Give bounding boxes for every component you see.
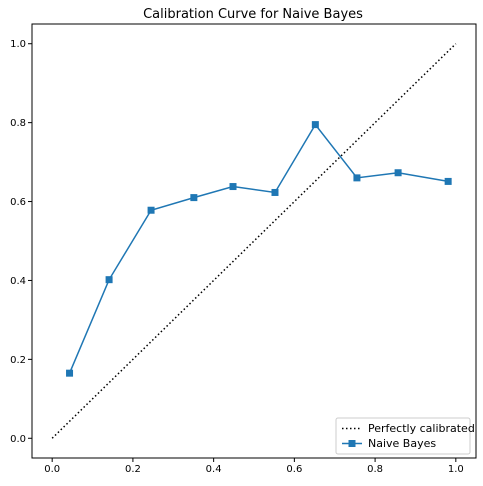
legend: Perfectly calibrated Naive Bayes — [335, 417, 475, 455]
legend-marker-naive-bayes — [348, 440, 356, 447]
data-point-naive-bayes — [105, 276, 113, 284]
data-point-naive-bayes — [311, 121, 319, 129]
y-tick-label: 1.0 — [10, 39, 26, 50]
y-tick-label: 0.0 — [10, 434, 26, 445]
data-point-naive-bayes — [229, 183, 237, 191]
x-tick-label: 0.4 — [206, 464, 222, 475]
data-point-naive-bayes — [444, 177, 452, 185]
series-line-perfectly-calibrated — [51, 43, 457, 439]
data-point-naive-bayes — [353, 174, 361, 182]
legend-label-perfectly-calibrated: Perfectly calibrated — [368, 422, 475, 435]
data-point-naive-bayes — [147, 206, 155, 214]
series-line-naive-bayes — [68, 123, 449, 374]
y-tick-label: 0.6 — [10, 197, 26, 208]
y-tick-label: 0.4 — [10, 276, 26, 287]
x-tick-label: 0.6 — [286, 464, 302, 475]
plot-frame — [31, 23, 477, 459]
y-tick-label: 0.8 — [10, 118, 26, 129]
x-tick-label: 0.8 — [367, 464, 383, 475]
data-point-naive-bayes — [66, 369, 74, 377]
y-tick-label: 0.2 — [10, 355, 26, 366]
axes-ticks: 0.0 0.2 0.4 0.6 0.8 1.0 0.0 0.2 0.4 0.6 0.8 1.0 — [10, 39, 464, 475]
legend-label-naive-bayes: Naive Bayes — [368, 437, 436, 450]
legend-box — [335, 417, 471, 455]
plot-area — [51, 43, 457, 439]
data-point-naive-bayes — [190, 194, 198, 202]
x-tick-label: 1.0 — [448, 464, 464, 475]
x-tick-label: 0.0 — [44, 464, 60, 475]
data-point-naive-bayes — [394, 169, 402, 177]
chart-title: Calibration Curve for Naive Bayes — [143, 7, 363, 22]
data-point-naive-bayes — [271, 188, 279, 196]
x-tick-label: 0.2 — [125, 464, 141, 475]
